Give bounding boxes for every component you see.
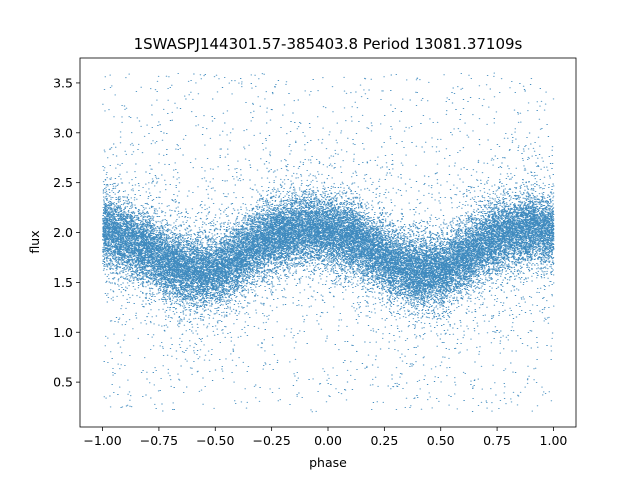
y-axis: 0.5 1.0 1.5 2.0 2.5 3.0 3.5	[53, 75, 80, 390]
scatter-points	[102, 72, 555, 413]
x-tick-label: 0.25	[370, 433, 398, 448]
x-tick-label: 0.00	[314, 433, 342, 448]
x-tick-label: 0.50	[427, 433, 455, 448]
y-tick-label: 1.0	[53, 325, 73, 340]
x-axis: −1.00 −0.75 −0.50 −0.25 0.00 0.25 0.50 0.75 1.00	[83, 427, 567, 448]
x-axis-label: phase	[309, 455, 347, 470]
x-tick-label: 0.75	[483, 433, 511, 448]
x-tick-label: −0.25	[252, 433, 290, 448]
chart-title: 1SWASPJ144301.57-385403.8 Period 13081.3…	[134, 35, 523, 53]
y-tick-label: 3.5	[53, 75, 73, 90]
x-tick-label: 1.00	[540, 433, 568, 448]
x-tick-label: −1.00	[83, 433, 121, 448]
y-tick-label: 0.5	[53, 375, 73, 390]
y-tick-label: 2.0	[53, 225, 73, 240]
y-tick-label: 3.0	[53, 125, 73, 140]
x-tick-label: −0.75	[140, 433, 178, 448]
y-tick-label: 1.5	[53, 275, 73, 290]
x-tick-label: −0.50	[196, 433, 234, 448]
y-tick-label: 2.5	[53, 175, 73, 190]
y-axis-label: flux	[27, 230, 42, 253]
data-points	[102, 72, 555, 413]
